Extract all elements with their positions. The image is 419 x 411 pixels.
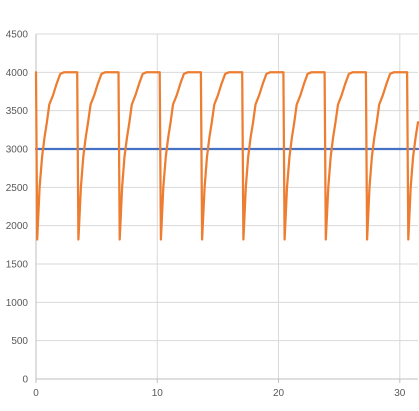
x-tick-label: 0 [33, 388, 39, 399]
x-tick-label: 10 [152, 388, 164, 399]
x-tick-label: 30 [394, 388, 406, 399]
y-tick-label: 1000 [6, 298, 29, 309]
y-tick-label: 3000 [6, 145, 29, 156]
series-line-2 [34, 71, 419, 241]
gridlines [36, 33, 418, 379]
y-tick-label: 4500 [6, 30, 29, 41]
series-lines [34, 71, 419, 241]
y-tick-label: 2500 [6, 183, 29, 194]
y-tick-label: 0 [22, 375, 28, 386]
axes [35, 34, 418, 383]
y-tick-label: 1500 [6, 260, 29, 271]
y-tick-label: 2000 [6, 221, 29, 232]
x-tick-label: 20 [273, 388, 285, 399]
tick-labels: 0 500 1000 1500 2000 2500 3000 3500 4000 4500 0 10 2… [6, 30, 406, 400]
y-tick-label: 500 [11, 336, 28, 347]
y-tick-label: 3500 [6, 106, 29, 117]
y-tick-label: 4000 [6, 68, 29, 79]
